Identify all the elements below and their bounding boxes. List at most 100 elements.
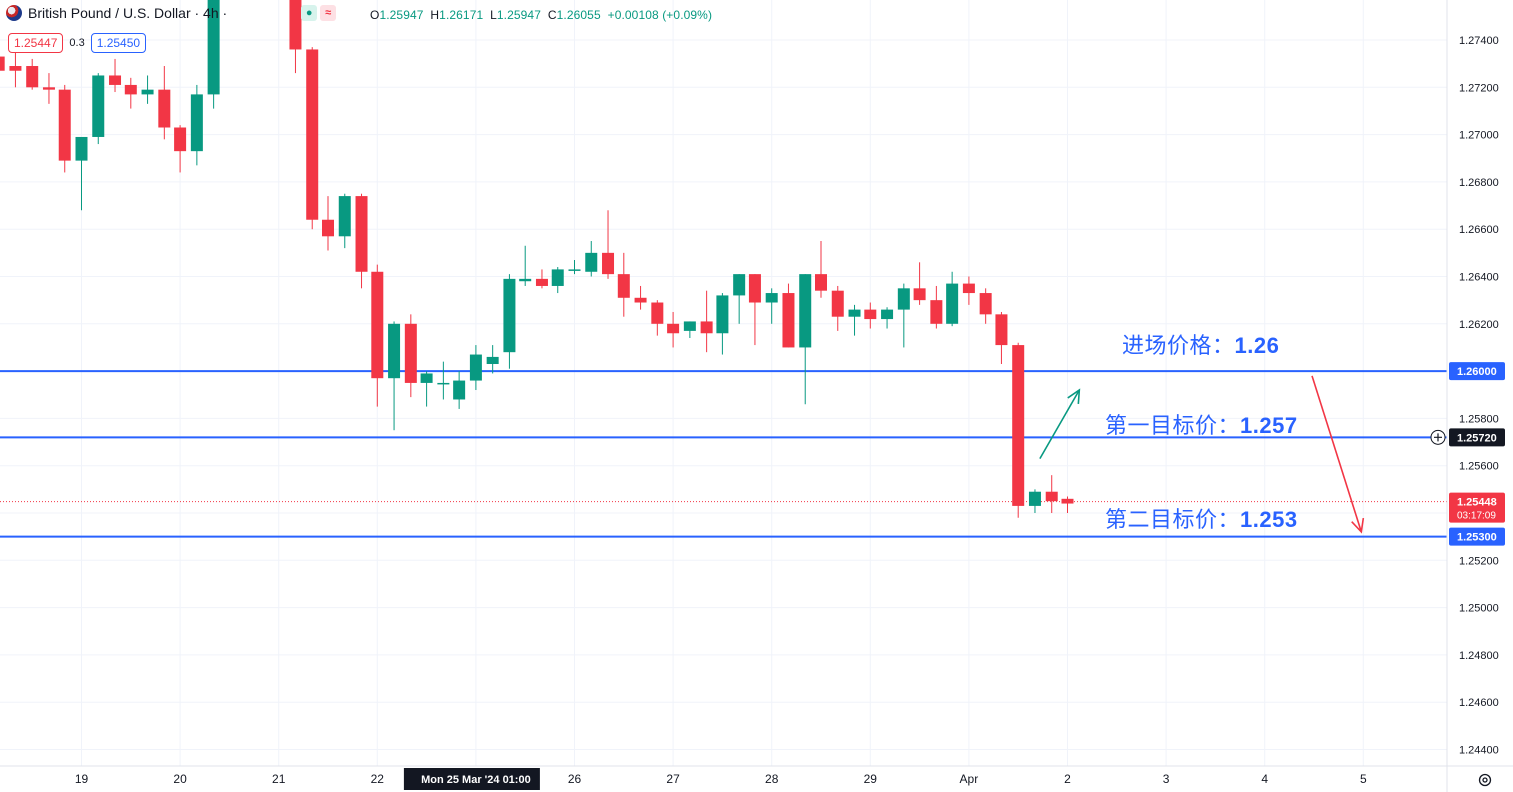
price-tick-label: 1.26600 bbox=[1459, 224, 1499, 236]
projection-arrows[interactable] bbox=[1039, 375, 1365, 534]
bearish-candle bbox=[0, 56, 5, 71]
bullish-candle bbox=[897, 288, 910, 310]
price-level-badge[interactable] bbox=[1449, 527, 1505, 546]
bearish-candle bbox=[109, 75, 122, 85]
change-value: +0.00108 (+0.09%) bbox=[607, 8, 713, 22]
bearish-candle bbox=[602, 252, 615, 275]
target1-value: 1.257 bbox=[1240, 413, 1298, 438]
bearish-candle bbox=[634, 297, 647, 303]
price-tick-label: 1.26400 bbox=[1459, 272, 1499, 284]
target2-annotation[interactable]: 第二目标价：1.253 bbox=[1105, 502, 1298, 534]
price-tick-label: 1.25800 bbox=[1459, 413, 1499, 425]
bearish-candle bbox=[1012, 345, 1025, 506]
bullish-candle bbox=[568, 269, 581, 271]
bearish-candle bbox=[617, 274, 630, 298]
bullish-candle bbox=[503, 278, 516, 353]
spread-value: 0.3 bbox=[69, 37, 85, 49]
price-tick-label: 1.25000 bbox=[1459, 603, 1499, 615]
time-axis[interactable]: 19 20 21 22 Mon 25 Mar '24 01:00 26 27 28 29 Apr 2… bbox=[0, 765, 1513, 790]
time-tick-label: 29 bbox=[864, 772, 878, 786]
bearish-candle bbox=[158, 89, 171, 128]
high-value: 1.26171 bbox=[439, 8, 484, 22]
bullish-candle bbox=[207, 0, 220, 95]
bearish-candle bbox=[864, 309, 877, 320]
time-tick-label: 3 bbox=[1163, 772, 1170, 786]
entry-value: 1.26 bbox=[1234, 333, 1280, 358]
bearish-candle bbox=[306, 49, 319, 220]
bullish-candle bbox=[585, 252, 598, 272]
eye-toggle-icon[interactable]: ● bbox=[301, 5, 318, 21]
price-level-label: 1.25300 bbox=[1457, 532, 1497, 544]
candles bbox=[0, 0, 1074, 518]
projection-arrow[interactable] bbox=[1311, 375, 1363, 533]
target2-label: 第二目标价： bbox=[1105, 507, 1241, 532]
gbpusd-flag-icon bbox=[6, 5, 22, 21]
bearish-candle bbox=[748, 274, 761, 303]
entry-annotation[interactable]: 进场价格：1.26 bbox=[1122, 328, 1279, 360]
time-tick-label: Mon 25 Mar '24 01:00 bbox=[421, 774, 531, 786]
settings-gear-icon[interactable] bbox=[1477, 772, 1493, 788]
crosshair-time-badge bbox=[403, 768, 540, 790]
bearish-candle bbox=[782, 293, 795, 348]
ohlc-legend: O1.25947 H1.26171 L1.25947 C1.26055 +0.0… bbox=[370, 8, 712, 22]
price-tick-label: 1.27000 bbox=[1459, 130, 1499, 142]
bearish-candle bbox=[124, 84, 137, 95]
bullish-candle bbox=[733, 274, 746, 296]
time-tick-label: 26 bbox=[568, 772, 582, 786]
arrow-head bbox=[1351, 517, 1365, 534]
buy-button[interactable]: 1.25450 bbox=[90, 33, 147, 53]
bullish-candle bbox=[92, 75, 105, 137]
bullish-candle bbox=[799, 274, 812, 348]
bearish-candle bbox=[651, 302, 664, 324]
low-value: 1.25947 bbox=[496, 8, 541, 22]
bearish-candle bbox=[913, 288, 926, 301]
price-level-badge[interactable] bbox=[1449, 428, 1505, 447]
bullish-candle bbox=[75, 136, 88, 161]
time-tick-label: 20 bbox=[173, 772, 187, 786]
bearish-candle bbox=[962, 283, 975, 294]
bearish-candle bbox=[26, 66, 39, 88]
symbol-title[interactable]: British Pound / U.S. Dollar · 4h · bbox=[28, 5, 228, 21]
bearish-candle bbox=[1045, 491, 1058, 502]
bearish-candle bbox=[667, 323, 680, 334]
price-tick-label: 1.25600 bbox=[1459, 461, 1499, 473]
bearish-candle bbox=[355, 196, 368, 272]
price-level-label: 1.26000 bbox=[1457, 366, 1497, 378]
arrow-head bbox=[1067, 388, 1081, 405]
bullish-candle bbox=[1028, 491, 1041, 506]
current-price-badge[interactable] bbox=[1449, 492, 1505, 523]
bullish-candle bbox=[338, 196, 351, 237]
price-level-badge[interactable] bbox=[1449, 362, 1505, 381]
bullish-candle bbox=[486, 356, 499, 365]
time-tick-label: 21 bbox=[272, 772, 286, 786]
bullish-candle bbox=[453, 380, 466, 400]
price-tick-label: 1.26800 bbox=[1459, 177, 1499, 189]
bullish-candle bbox=[848, 309, 861, 317]
time-tick-label: 4 bbox=[1261, 772, 1268, 786]
price-axis[interactable]: 1.27400 1.27200 1.27000 1.26800 1.26600 1.264… bbox=[1430, 0, 1505, 792]
projection-arrow[interactable] bbox=[1039, 389, 1081, 460]
bar-countdown-label: 03:17:09 bbox=[1457, 511, 1496, 522]
time-tick-label: 22 bbox=[371, 772, 385, 786]
time-tick-label: 19 bbox=[75, 772, 89, 786]
bearish-candle bbox=[979, 293, 992, 315]
target1-label: 第一目标价： bbox=[1105, 413, 1241, 438]
bearish-candle bbox=[815, 274, 827, 291]
target1-annotation[interactable]: 第一目标价：1.257 bbox=[1105, 408, 1298, 440]
close-value: 1.26055 bbox=[556, 8, 601, 22]
price-tick-label: 1.25200 bbox=[1459, 555, 1499, 567]
sell-button[interactable]: 1.25447 bbox=[8, 33, 64, 53]
horizontal-levels[interactable] bbox=[0, 370, 1447, 538]
wave-indicator-icon[interactable]: ≈ bbox=[320, 5, 337, 21]
price-tick-label: 1.27400 bbox=[1459, 35, 1499, 47]
time-tick-label: 5 bbox=[1360, 772, 1367, 786]
symbol-header: British Pound / U.S. Dollar · 4h · ● ≈ bbox=[6, 5, 337, 21]
chart-grid bbox=[0, 0, 1447, 766]
bullish-candle bbox=[519, 278, 532, 282]
bullish-candle bbox=[881, 309, 894, 320]
price-tick-label: 1.26200 bbox=[1459, 319, 1499, 331]
bearish-candle bbox=[1061, 498, 1074, 504]
bullish-candle bbox=[716, 295, 729, 334]
plus-glyph bbox=[1434, 433, 1442, 442]
